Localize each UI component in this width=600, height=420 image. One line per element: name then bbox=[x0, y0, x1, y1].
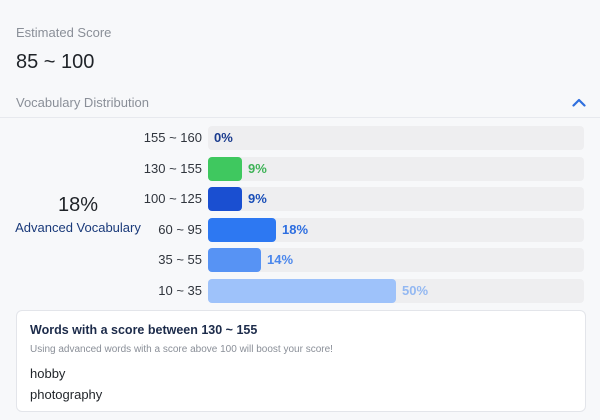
info-card-title: Words with a score between 130 ~ 155 bbox=[30, 323, 258, 337]
bar-track: 0% bbox=[208, 126, 584, 150]
bar-percent-label: 18% bbox=[282, 222, 309, 237]
word-item: hobby bbox=[30, 366, 66, 381]
advanced-vocabulary-percent: 18% bbox=[57, 194, 99, 216]
bar-fill bbox=[208, 187, 242, 211]
bar-fill bbox=[208, 157, 242, 181]
bar-track: 9% bbox=[208, 157, 584, 181]
range-label: 100 ~ 125 bbox=[143, 191, 202, 206]
bar-track: 50% bbox=[208, 279, 584, 303]
chevron-up-icon bbox=[572, 98, 586, 107]
section-divider bbox=[0, 117, 600, 118]
bar-track: 18% bbox=[208, 218, 584, 242]
word-item: photography bbox=[30, 387, 103, 402]
words-info-card: Words with a score between 130 ~ 155 Usi… bbox=[16, 310, 586, 412]
bar-percent-label: 9% bbox=[248, 191, 267, 206]
bar-fill bbox=[208, 248, 261, 272]
info-card-subtitle: Using advanced words with a score above … bbox=[30, 344, 333, 355]
bar-fill bbox=[208, 279, 396, 303]
collapse-button[interactable] bbox=[568, 93, 590, 111]
bar-percent-label: 14% bbox=[267, 252, 294, 267]
bar-track: 9% bbox=[208, 187, 584, 211]
range-label: 10 ~ 35 bbox=[158, 283, 202, 298]
range-label: 35 ~ 55 bbox=[158, 252, 202, 267]
vocabulary-distribution-title: Vocabulary Distribution bbox=[16, 95, 149, 110]
advanced-vocabulary-label: Advanced Vocabulary bbox=[15, 220, 141, 235]
bar-track: 14% bbox=[208, 248, 584, 272]
bar-percent-label: 50% bbox=[402, 283, 429, 298]
range-label: 155 ~ 160 bbox=[143, 130, 202, 145]
range-label: 130 ~ 155 bbox=[143, 161, 202, 176]
estimated-score-label: Estimated Score bbox=[16, 25, 112, 40]
estimated-score-value: 85 ~ 100 bbox=[16, 51, 95, 73]
range-label: 60 ~ 95 bbox=[158, 222, 202, 237]
advanced-vocabulary-summary: 18% Advanced Vocabulary bbox=[10, 193, 146, 237]
bar-fill bbox=[208, 218, 276, 242]
bar-percent-label: 0% bbox=[214, 130, 233, 145]
bar-percent-label: 9% bbox=[248, 161, 267, 176]
